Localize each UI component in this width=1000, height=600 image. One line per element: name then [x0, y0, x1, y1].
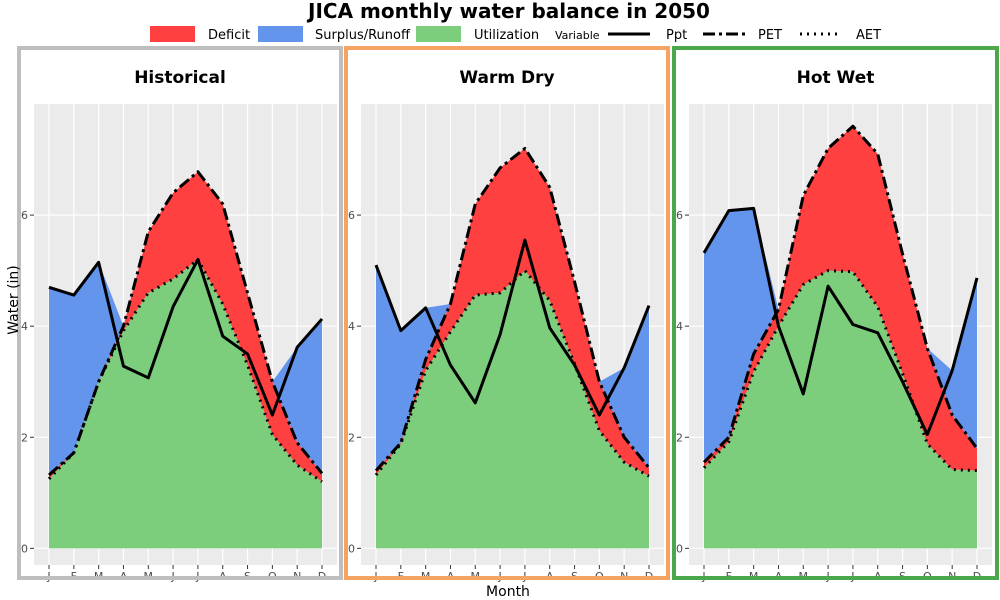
legend-label: Deficit [208, 28, 250, 43]
legend-label: Utilization [474, 28, 539, 43]
deficit-area [704, 126, 977, 471]
deficit-area [376, 148, 649, 477]
panel-title: Historical [134, 68, 226, 88]
panel-title: Warm Dry [459, 68, 554, 88]
legend-label: PET [758, 28, 782, 43]
y-tick-label: 4 [676, 320, 683, 333]
utilization-area [49, 259, 322, 549]
ppt-line [48, 258, 324, 417]
legend-key-deficit [150, 26, 195, 42]
x-axis-label: Month [486, 584, 530, 600]
legend: Deficit Surplus/Runoff Utilization Variable… [150, 26, 881, 43]
panel-border [672, 46, 999, 580]
legend-label: Surplus/Runoff [315, 28, 411, 43]
panel-title: Hot Wet [797, 68, 875, 88]
aet-line [47, 258, 323, 483]
pet-line [374, 146, 651, 472]
surplus-runoff-area [704, 126, 977, 463]
ppt-line [374, 238, 651, 417]
y-tick-label: 0 [21, 542, 28, 555]
panel-border [344, 46, 670, 580]
legend-key-utilization [416, 26, 461, 42]
y-tick-label: 6 [348, 209, 355, 222]
y-tick-label: 0 [348, 542, 355, 555]
deficit-area [49, 171, 322, 482]
y-tick-label: 4 [21, 320, 28, 333]
y-tick-label: 6 [676, 209, 683, 222]
y-tick-label: 0 [676, 542, 683, 555]
y-tick-label: 6 [21, 209, 28, 222]
y-tick-label: 2 [21, 431, 28, 444]
legend-variable-title: Variable [555, 29, 600, 42]
panel-border [17, 46, 343, 580]
pet-line [702, 124, 979, 464]
surplus-runoff-area [376, 148, 649, 471]
ppt-line [702, 206, 979, 436]
y-tick-label: 4 [348, 320, 355, 333]
legend-label: Ppt [666, 28, 687, 43]
legend-key-surplus-runoff [258, 26, 303, 42]
utilization-area [704, 270, 977, 549]
y-tick-label: 2 [348, 431, 355, 444]
y-tick-label: 2 [676, 431, 683, 444]
chart-title: JICA monthly water balance in 2050 [306, 0, 710, 23]
utilization-area [376, 270, 649, 549]
legend-label: AET [856, 28, 881, 43]
y-axis-label: Water (in) [6, 265, 22, 335]
